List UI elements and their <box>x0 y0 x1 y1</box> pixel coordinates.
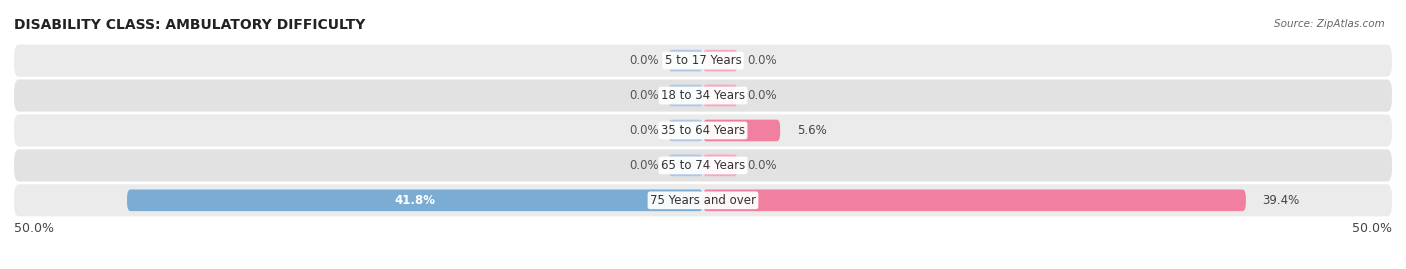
FancyBboxPatch shape <box>669 50 703 72</box>
FancyBboxPatch shape <box>703 85 738 106</box>
Text: 18 to 34 Years: 18 to 34 Years <box>661 89 745 102</box>
Text: 0.0%: 0.0% <box>630 89 659 102</box>
FancyBboxPatch shape <box>14 79 1392 112</box>
Text: Source: ZipAtlas.com: Source: ZipAtlas.com <box>1274 19 1385 29</box>
Text: 39.4%: 39.4% <box>1263 194 1299 207</box>
Text: 0.0%: 0.0% <box>630 159 659 172</box>
FancyBboxPatch shape <box>127 189 703 211</box>
Text: 50.0%: 50.0% <box>1353 222 1392 235</box>
Text: 35 to 64 Years: 35 to 64 Years <box>661 124 745 137</box>
Text: 41.8%: 41.8% <box>395 194 436 207</box>
FancyBboxPatch shape <box>669 120 703 141</box>
FancyBboxPatch shape <box>669 85 703 106</box>
FancyBboxPatch shape <box>14 149 1392 182</box>
FancyBboxPatch shape <box>14 184 1392 216</box>
Text: 5.6%: 5.6% <box>797 124 827 137</box>
FancyBboxPatch shape <box>703 50 738 72</box>
FancyBboxPatch shape <box>669 155 703 176</box>
Text: 0.0%: 0.0% <box>747 89 776 102</box>
FancyBboxPatch shape <box>14 45 1392 77</box>
Text: 0.0%: 0.0% <box>630 124 659 137</box>
Text: 50.0%: 50.0% <box>14 222 53 235</box>
Text: 0.0%: 0.0% <box>747 159 776 172</box>
Text: DISABILITY CLASS: AMBULATORY DIFFICULTY: DISABILITY CLASS: AMBULATORY DIFFICULTY <box>14 18 366 32</box>
Text: 0.0%: 0.0% <box>747 54 776 67</box>
Text: 65 to 74 Years: 65 to 74 Years <box>661 159 745 172</box>
FancyBboxPatch shape <box>703 155 738 176</box>
Text: 75 Years and over: 75 Years and over <box>650 194 756 207</box>
FancyBboxPatch shape <box>14 114 1392 147</box>
Text: 5 to 17 Years: 5 to 17 Years <box>665 54 741 67</box>
FancyBboxPatch shape <box>703 120 780 141</box>
Text: 0.0%: 0.0% <box>630 54 659 67</box>
FancyBboxPatch shape <box>703 189 1246 211</box>
